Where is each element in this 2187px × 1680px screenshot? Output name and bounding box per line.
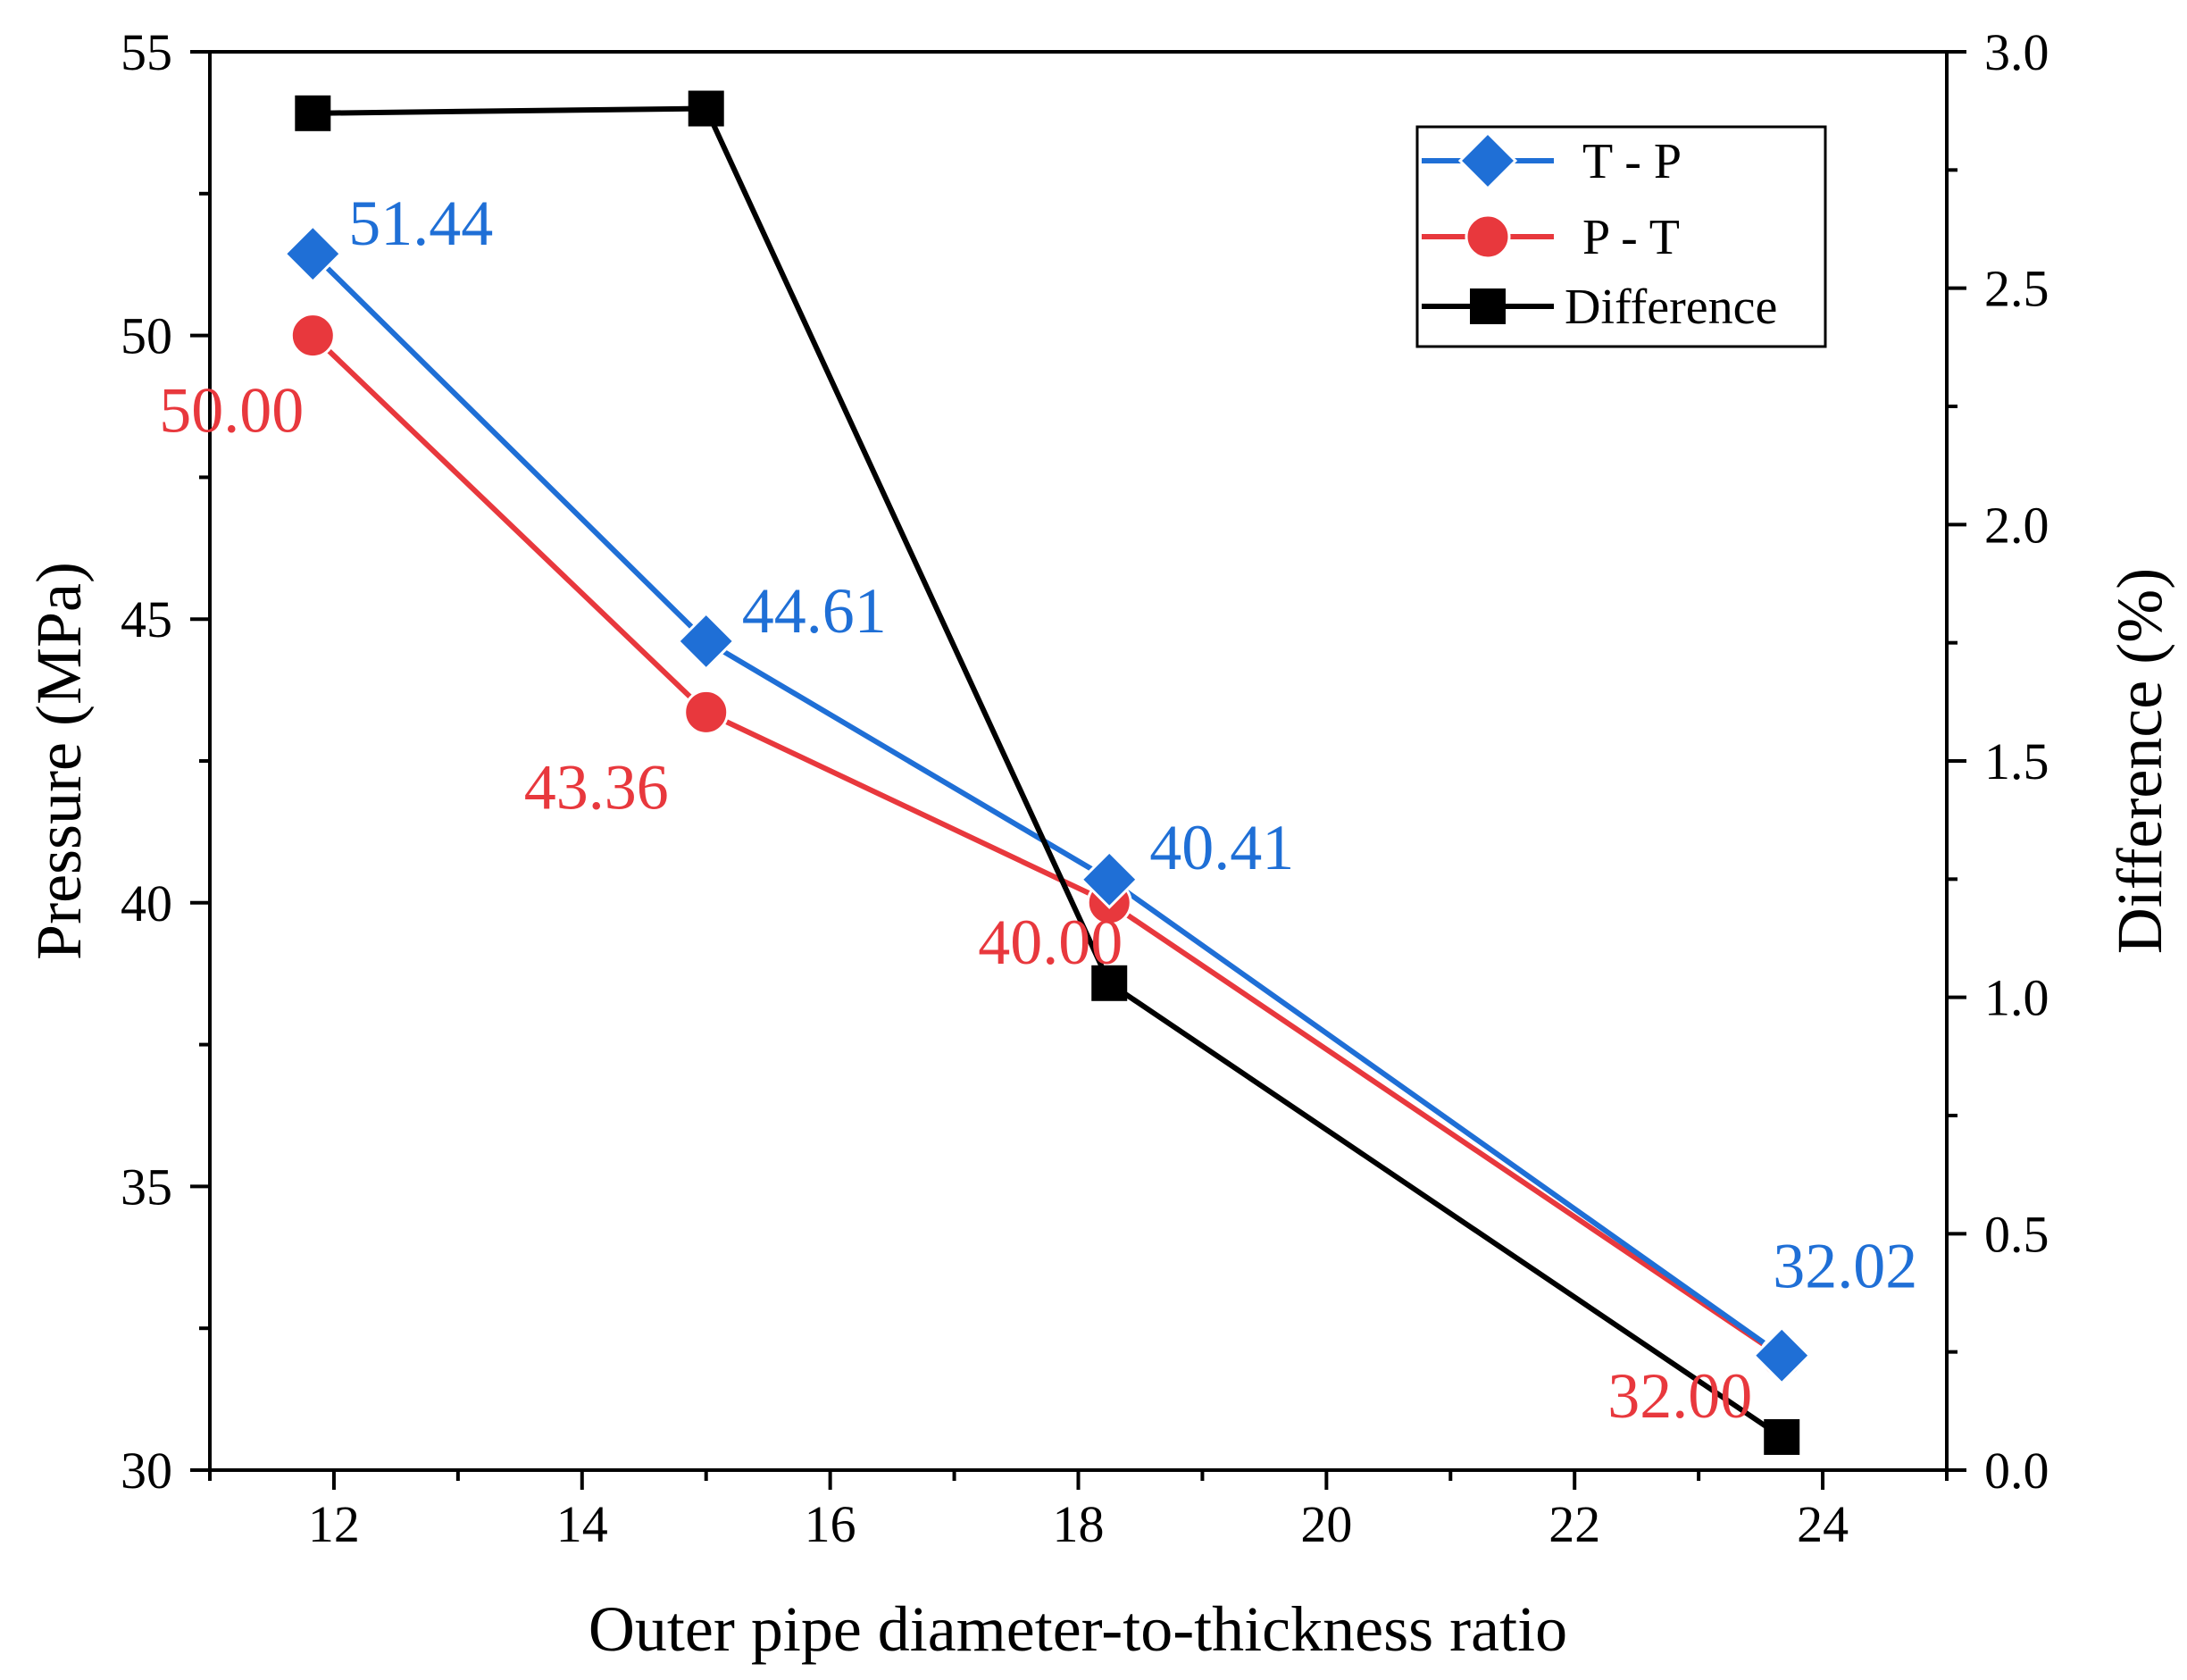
- marker-difference: [295, 95, 331, 131]
- data-label: 32.00: [1607, 1360, 1752, 1432]
- marker-t-p: [283, 224, 343, 284]
- series-markers: [283, 90, 1812, 1455]
- marker-t-p: [1752, 1325, 1812, 1385]
- right-y-tick-label: 1.0: [1984, 969, 2049, 1027]
- left-y-tick-label: 35: [121, 1158, 172, 1216]
- legend-marker-p-t: [1465, 213, 1511, 260]
- legend-label: P - T: [1582, 210, 1680, 265]
- data-label: 50.00: [159, 375, 304, 447]
- right-y-tick-label: 2.0: [1984, 496, 2049, 554]
- data-labels: 51.44 44.61 40.41 32.02 50.00 43.36 40.00 32.00: [159, 188, 1917, 1432]
- right-y-tick-label: 2.5: [1984, 260, 2049, 318]
- legend-marker-t-p: [1457, 130, 1518, 191]
- right-y-tick-label: 1.5: [1984, 732, 2049, 790]
- x-tick-label: 18: [1053, 1495, 1105, 1553]
- x-tick-label: 20: [1300, 1495, 1352, 1553]
- legend-marker-difference: [1470, 288, 1506, 324]
- right-y-tick-label: 0.0: [1984, 1442, 2049, 1500]
- data-label: 40.00: [978, 907, 1123, 978]
- left-y-tick-label: 30: [121, 1442, 172, 1500]
- x-axis-title: Outer pipe diameter-to-thickness ratio: [588, 1593, 1567, 1665]
- x-tick-label: 22: [1548, 1495, 1600, 1553]
- data-label: 32.02: [1773, 1231, 1917, 1302]
- right-y-tick-label: 0.5: [1984, 1205, 2049, 1263]
- x-tick-label: 14: [556, 1495, 608, 1553]
- right-y-tick-label: 3.0: [1984, 23, 2049, 81]
- left-y-axis-title: Pressure (MPa): [23, 562, 95, 960]
- left-y-tick-label: 45: [121, 590, 172, 648]
- left-y-tick-label: 55: [121, 23, 172, 81]
- marker-difference: [688, 90, 724, 127]
- x-tick-label: 24: [1797, 1495, 1849, 1553]
- marker-p-t: [289, 313, 336, 359]
- axis-ticks: 12 14 16 18 20 22 24 30 35 40 45 50 55 0.0 0.5 1.0 1.5 2.…: [121, 23, 2049, 1553]
- marker-difference: [1764, 1418, 1800, 1455]
- marker-t-p: [1080, 849, 1139, 909]
- legend-label: Difference: [1565, 280, 1777, 335]
- legend: T - P P - T Difference: [1415, 125, 1827, 348]
- left-y-tick-label: 50: [121, 307, 172, 365]
- right-y-axis-title: Difference (%): [2104, 568, 2175, 954]
- data-label: 51.44: [348, 188, 493, 259]
- series-line-t-p: [311, 251, 1783, 1358]
- x-tick-label: 12: [308, 1495, 360, 1553]
- data-label: 44.61: [742, 575, 887, 647]
- marker-t-p: [676, 611, 736, 672]
- data-label: 40.41: [1149, 812, 1294, 883]
- legend-entries: T - P P - T Difference: [1422, 130, 1777, 335]
- legend-label: T - P: [1582, 134, 1682, 189]
- marker-p-t: [683, 689, 730, 735]
- series-line-difference: [313, 105, 1783, 1440]
- marker-difference: [1091, 965, 1128, 1001]
- data-label: 43.36: [524, 751, 669, 823]
- x-tick-label: 16: [805, 1495, 856, 1553]
- series-lines: [311, 105, 1783, 1440]
- left-y-tick-label: 40: [121, 874, 172, 932]
- series-line-p-t: [311, 333, 1783, 1359]
